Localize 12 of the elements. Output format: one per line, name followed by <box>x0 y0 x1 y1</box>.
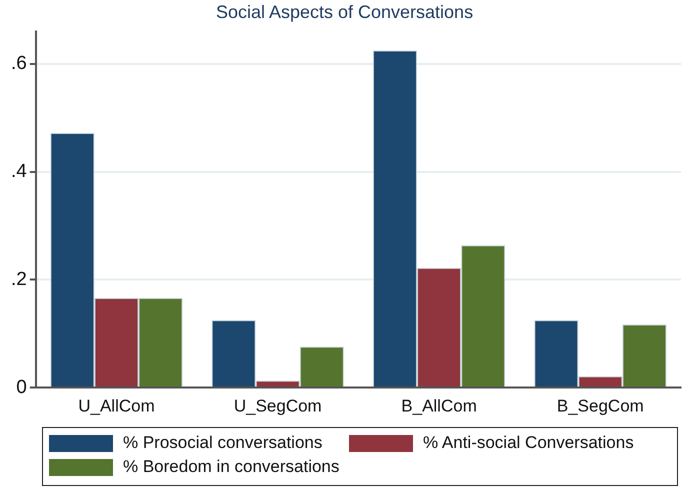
x-tick-label: B_AllCom <box>401 396 477 416</box>
x-tick-label: U_SegCom <box>234 396 322 416</box>
y-tick-label: .2 <box>10 268 27 290</box>
y-tick-label: .4 <box>10 161 28 182</box>
legend-label: % Prosocial conversations <box>123 433 322 453</box>
x-tick-label: U_AllCom <box>78 396 155 416</box>
legend-label: % Anti-social Conversations <box>423 433 634 453</box>
y-tick-label: .6 <box>10 53 27 74</box>
chart-title: Social Aspects of Conversations <box>216 2 474 22</box>
y-tick-label: 0 <box>16 376 27 398</box>
legend-label: % Boredom in conversations <box>123 457 340 477</box>
x-tick-label: B_SegCom <box>556 396 644 416</box>
